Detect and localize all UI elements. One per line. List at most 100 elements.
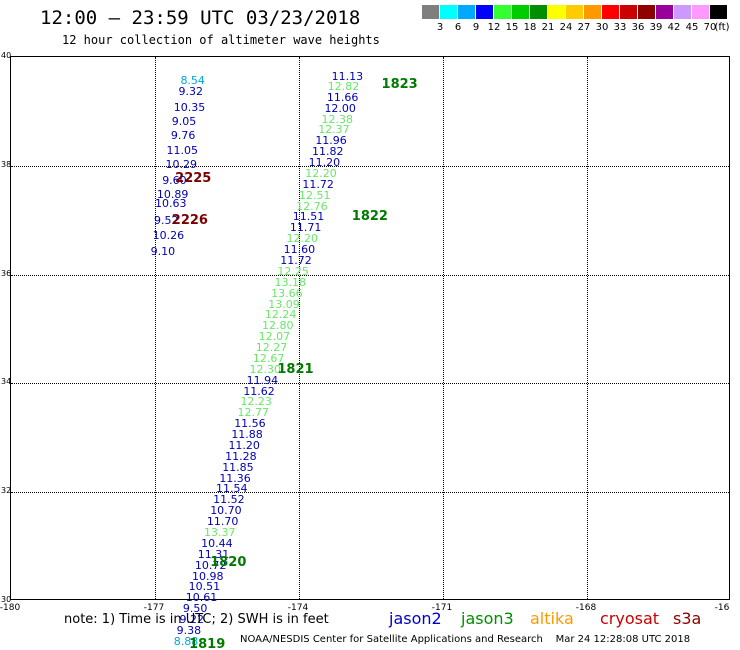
wave-height-value: 9.38	[176, 623, 202, 637]
wave-height-value: 10.26	[152, 228, 185, 242]
legend-swatch	[530, 5, 547, 19]
longitude-tick-label: -177	[143, 603, 165, 613]
wave-height-value: 9.22	[179, 613, 204, 627]
footer-note: note: 1) Time is in UTC; 2) SWH is in fe…	[64, 612, 329, 627]
legend-swatch	[656, 5, 673, 19]
wave-height-value: 12.77	[237, 406, 270, 420]
wave-height-value: 10.72	[194, 558, 227, 572]
wave-height-value: 11.88	[231, 428, 263, 442]
wave-height-value: 13.09	[268, 297, 300, 311]
wave-height-value: 9.10	[150, 245, 176, 259]
wave-height-value: 9.52	[154, 213, 179, 227]
grid-meridian	[443, 57, 444, 599]
wave-height-value: 13.66	[271, 286, 303, 300]
wave-height-value: 12.67	[252, 351, 285, 365]
wave-height-value: 12.80	[262, 319, 294, 333]
wave-height-value: 11.52	[213, 493, 245, 507]
legend-label: 70	[703, 22, 717, 33]
wave-height-value: 10.63	[155, 197, 187, 211]
legend-swatch	[566, 5, 583, 19]
longitude-tick-label: -174	[287, 603, 309, 613]
wave-height-value: 12.24	[264, 308, 297, 322]
latitude-tick-label: 32	[1, 486, 12, 496]
wave-height-value: 11.85	[222, 460, 254, 474]
legend-label: 9	[472, 22, 480, 33]
wave-height-value: 10.44	[201, 536, 233, 550]
grid-meridian	[299, 57, 300, 599]
legend-swatch	[638, 5, 655, 19]
wave-height-value: 11.96	[315, 134, 347, 148]
grid-meridian	[155, 57, 156, 599]
wave-height-value: 11.82	[311, 145, 344, 159]
wave-height-value: 11.72	[302, 177, 334, 191]
map-plot-area: 8.54 9.32 10.35 9.05 9.76 11.05 10.29 9.60 10.89…	[10, 56, 730, 650]
pass-time-label: 2226	[171, 212, 208, 228]
legend-swatch	[458, 5, 475, 19]
legend-swatch	[548, 5, 565, 19]
latitude-tick-label: 36	[1, 268, 12, 278]
pass-time-label: 2225	[175, 171, 212, 187]
wave-height-value: 10.51	[188, 580, 221, 594]
latitude-tick-label: 40	[1, 51, 12, 60]
wave-height-value: 12.51	[299, 188, 331, 202]
grid-parallel	[11, 165, 729, 167]
legend-swatch	[512, 5, 529, 19]
legend-swatch	[440, 5, 457, 19]
wave-height-value: 10.70	[210, 504, 242, 518]
grid-parallel	[11, 274, 729, 276]
legend-label: 27	[577, 22, 591, 33]
legend-label: 45	[685, 22, 699, 33]
page-subtitle: 12 hour collection of altimeter wave hei…	[62, 33, 380, 47]
latitude-tick-label: 30	[1, 595, 12, 604]
latitude-tick-label: 38	[1, 159, 12, 169]
longitude-tick-label: -16	[714, 603, 730, 613]
pass-time-label: 1823	[381, 76, 418, 92]
wave-height-value: 11.36	[219, 471, 251, 485]
legend-swatch	[494, 5, 511, 19]
legend-label: 42	[667, 22, 681, 33]
longitude-tick-label: -168	[575, 603, 597, 613]
pass-time-label: 1820	[210, 555, 247, 571]
page-title: 12:00 – 23:59 UTC 03/23/2018	[40, 7, 361, 29]
wave-height-value: 12.07	[258, 330, 291, 344]
legend-label: 33	[613, 22, 627, 33]
legend-label: 24	[559, 22, 573, 33]
wave-height-value: 9.50	[182, 602, 208, 616]
longitude-tick-label: -180	[0, 603, 21, 613]
legend-swatch	[422, 5, 439, 19]
grid-parallel	[11, 492, 729, 494]
legend-swatch	[584, 5, 601, 19]
longitude-tick-label: -171	[431, 603, 453, 613]
wave-height-value: 8.54	[180, 74, 205, 88]
wave-height-value: 11.56	[234, 417, 266, 431]
wave-height-value: 10.61	[185, 591, 218, 605]
generated-time: Mar 24 12:28:08 UTC 2018	[555, 634, 691, 645]
wave-height-value: 11.31	[197, 547, 230, 561]
legend-swatch	[476, 5, 493, 19]
legend-swatch	[620, 5, 637, 19]
legend-label: 36	[631, 22, 645, 33]
legend-swatch	[602, 5, 619, 19]
pass-time-label: 1822	[351, 209, 388, 225]
pass-time-label: 1821	[277, 361, 314, 377]
wave-height-value: 9.60	[162, 173, 187, 187]
wave-height-value: 11.70	[206, 515, 239, 529]
legend-label: 21	[541, 22, 555, 33]
satellite-jason2-label: jason2	[389, 609, 442, 628]
wave-height-value: 11.51	[292, 210, 325, 224]
grid-meridian	[587, 57, 588, 599]
wave-height-value: 13.18	[274, 275, 307, 289]
wave-height-value: 11.66	[326, 90, 359, 104]
wave-height-value: 11.94	[246, 373, 279, 387]
wave-height-value: 11.72	[280, 254, 312, 268]
wave-height-value: 12.37	[318, 123, 350, 137]
legend-unit: (ft)	[714, 22, 730, 33]
wave-height-value: 13.37	[203, 526, 236, 540]
wave-height-value: 11.62	[243, 384, 275, 398]
wave-height-value: 11.28	[225, 449, 257, 463]
wave-height-value: 10.89	[156, 187, 189, 201]
wave-height-value: 9.32	[178, 85, 204, 99]
wave-height-value: 12.27	[255, 341, 288, 355]
wave-height-value: 11.20	[308, 156, 341, 170]
